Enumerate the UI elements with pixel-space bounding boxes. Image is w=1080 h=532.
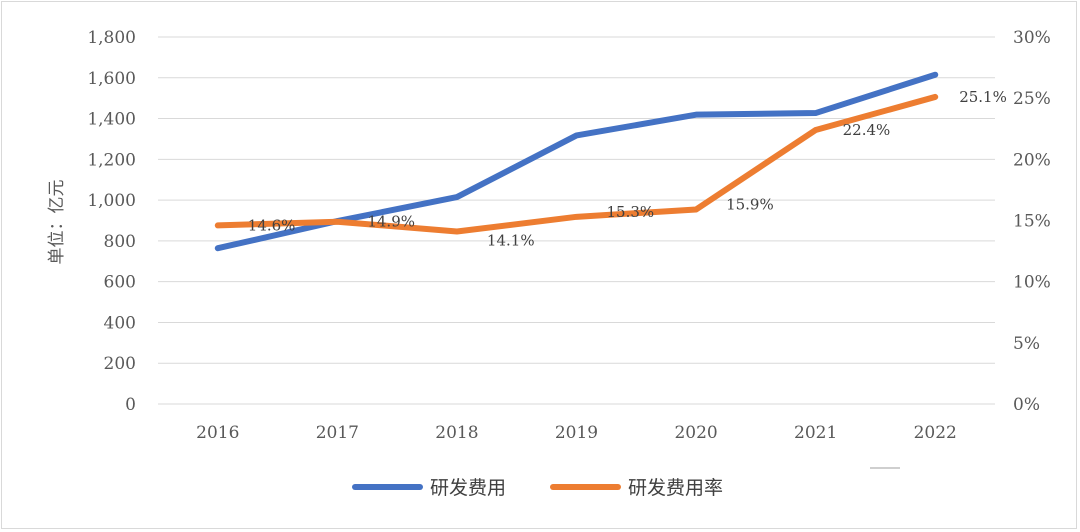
x-tick-label: 2016 <box>196 423 239 443</box>
legend: 研发费用 研发费用率 <box>352 477 723 499</box>
rate-data-label: 25.1% <box>959 88 1007 106</box>
y-axis-label: 单位：亿元 <box>47 180 67 265</box>
rate-data-label: 14.9% <box>367 213 415 231</box>
right-tick-label: 10% <box>1013 273 1051 293</box>
legend-label-rd-rate: 研发费用率 <box>628 477 723 499</box>
x-axis-ticks: 2016 2017 2018 2019 2020 2021 2022 <box>196 423 957 443</box>
right-tick-label: 0% <box>1013 395 1040 415</box>
left-tick-label: 800 <box>104 232 136 252</box>
legend-label-rd-expense: 研发费用 <box>430 477 506 499</box>
series-line-rd-rate <box>214 93 939 235</box>
left-tick-label: 400 <box>104 313 136 333</box>
left-tick-label: 200 <box>104 354 136 374</box>
x-tick-label: 2022 <box>914 423 957 443</box>
left-tick-label: 0 <box>125 395 136 415</box>
right-axis-ticks: 0% 5% 10% 15% 20% 25% 30% <box>1013 28 1051 415</box>
left-tick-label: 1,800 <box>87 28 136 48</box>
x-tick-label: 2021 <box>794 423 837 443</box>
series-lines <box>214 71 939 252</box>
right-tick-label: 15% <box>1013 212 1051 232</box>
gridlines <box>158 36 995 405</box>
left-tick-label: 1,400 <box>87 110 136 130</box>
left-axis-ticks: 0 200 400 600 800 1,000 1,200 1,400 1,600 1,800 <box>87 28 136 415</box>
rate-data-label: 22.4% <box>843 121 891 139</box>
rate-data-label: 15.9% <box>726 195 774 213</box>
rate-data-label: 14.1% <box>487 232 535 250</box>
right-tick-label: 25% <box>1013 89 1051 109</box>
left-tick-label: 600 <box>104 273 136 293</box>
left-tick-label: 1,000 <box>87 191 136 211</box>
left-tick-label: 1,600 <box>87 69 136 89</box>
x-tick-label: 2018 <box>435 423 478 443</box>
x-tick-label: 2020 <box>674 423 717 443</box>
right-tick-label: 30% <box>1013 28 1051 48</box>
data-labels: 14.6% 14.9% 14.1% 15.3% 15.9% 22.4% 25.1% <box>248 88 1007 250</box>
rate-data-label: 15.3% <box>607 203 655 221</box>
left-tick-label: 1,200 <box>87 150 136 170</box>
x-tick-label: 2017 <box>316 423 359 443</box>
right-tick-label: 20% <box>1013 150 1051 170</box>
rate-data-label: 14.6% <box>248 216 296 234</box>
x-tick-label: 2019 <box>555 423 598 443</box>
right-tick-label: 5% <box>1013 334 1040 354</box>
